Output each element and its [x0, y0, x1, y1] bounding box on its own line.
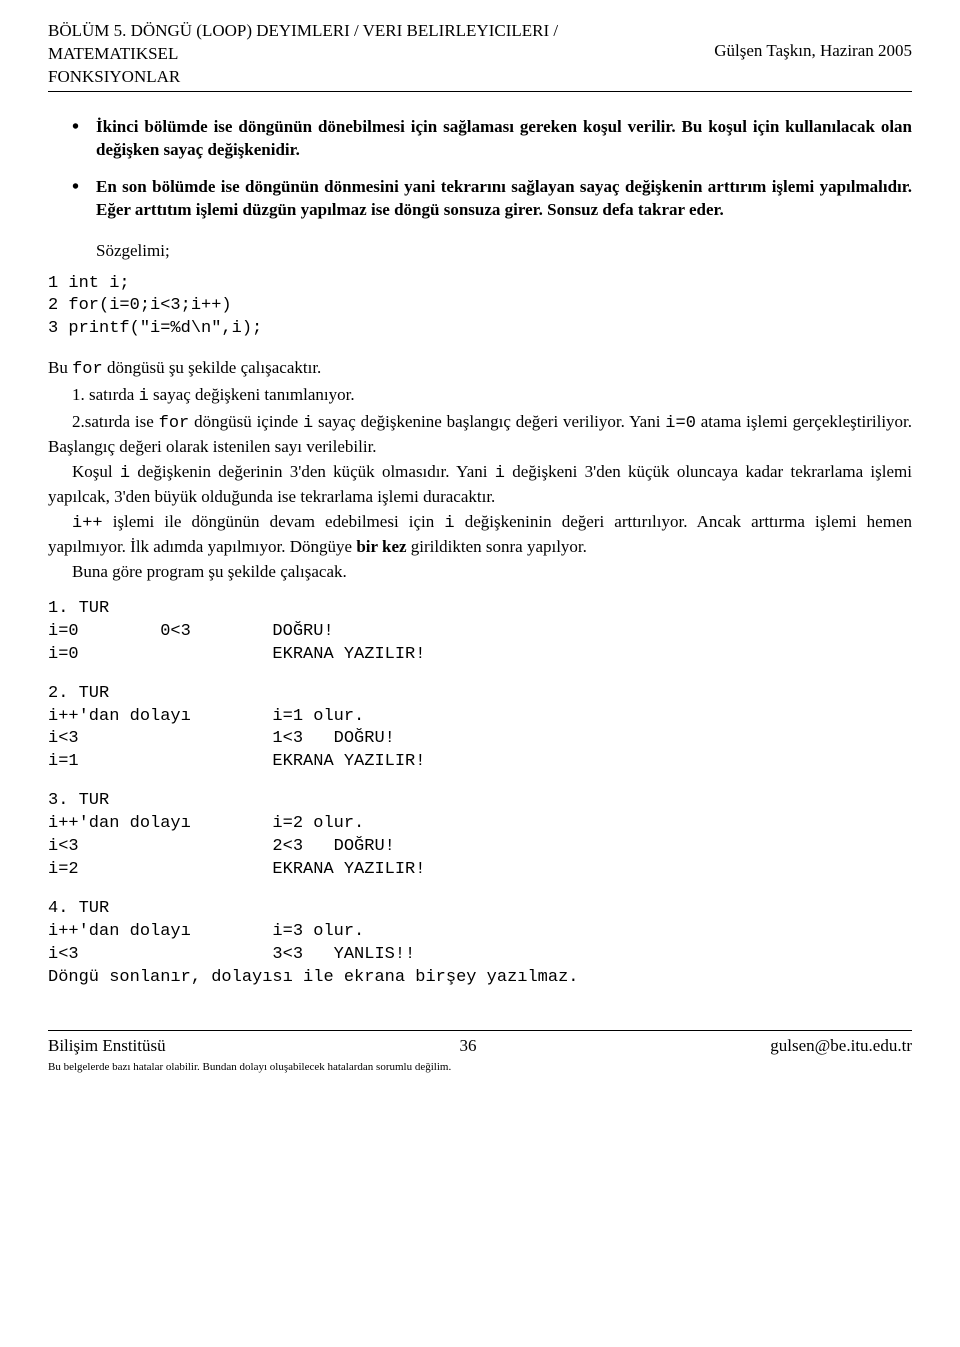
para-program: Buna göre program şu şekilde çalışacak.: [48, 561, 912, 584]
code-inline: i++: [72, 514, 103, 533]
text: Bu: [48, 358, 72, 377]
code-inline: i: [139, 387, 149, 406]
page-header: BÖLÜM 5. DÖNGÜ (LOOP) DEYIMLERI / VERI B…: [48, 20, 912, 92]
text: sayaç değişkenine başlangıç değeri veril…: [313, 412, 665, 431]
code-inline: for: [159, 414, 190, 433]
page-footer: Bilişim Enstitüsü 36 gulsen@be.itu.edu.t…: [48, 1030, 912, 1058]
text: değişkenin değerinin 3'den küçük olmasıd…: [130, 462, 495, 481]
footer-page-number: 36: [459, 1035, 476, 1058]
code-inline: i: [120, 464, 130, 483]
bullet-list: İkinci bölümde ise döngünün dönebilmesi …: [48, 116, 912, 222]
text: Koşul: [72, 462, 120, 481]
code-inline: i: [444, 514, 454, 533]
code-inline: i: [495, 464, 505, 483]
header-left: BÖLÜM 5. DÖNGÜ (LOOP) DEYIMLERI / VERI B…: [48, 20, 688, 89]
text: döngüsü şu şekilde çalışacaktır.: [103, 358, 322, 377]
para-kosul: Koşul i değişkenin değerinin 3'den küçük…: [48, 461, 912, 509]
code-inline: i=0: [665, 414, 696, 433]
para-for-works: Bu for döngüsü şu şekilde çalışacaktır.: [48, 357, 912, 382]
text: girildikten sonra yapılyor.: [407, 537, 587, 556]
footer-email: gulsen@be.itu.edu.tr: [770, 1035, 912, 1058]
bullet-item: İkinci bölümde ise döngünün dönebilmesi …: [96, 116, 912, 162]
text: 2.satırda ise: [72, 412, 159, 431]
bullet-item: En son bölümde ise döngünün dönmesini ya…: [96, 176, 912, 222]
code-inline: i: [303, 414, 313, 433]
bold-text: bir kez: [356, 537, 406, 556]
para-ipp: i++ işlemi ile döngünün devam edebilmesi…: [48, 511, 912, 559]
text: 1. satırda: [72, 385, 139, 404]
footer-left: Bilişim Enstitüsü: [48, 1035, 166, 1058]
tur-block-2: 2. TUR i++'dan dolayı i=1 olur. i<3 1<3 …: [48, 683, 912, 775]
tur-block-4: 4. TUR i++'dan dolayı i=3 olur. i<3 3<3 …: [48, 898, 912, 990]
header-right: Gülşen Taşkın, Haziran 2005: [714, 20, 912, 63]
text: döngüsü içinde: [189, 412, 303, 431]
header-title-line2: FONKSIYONLAR: [48, 66, 688, 89]
tur-block-1: 1. TUR i=0 0<3 DOĞRU! i=0 EKRANA YAZILIR…: [48, 598, 912, 667]
code-inline: for: [72, 360, 103, 379]
footer-note: Bu belgelerde bazı hatalar olabilir. Bun…: [48, 1060, 912, 1075]
text: işlemi ile döngünün devam edebilmesi içi…: [103, 512, 445, 531]
code-block-1: 1 int i; 2 for(i=0;i<3;i++) 3 printf("i=…: [48, 273, 912, 342]
sozgelimi-label: Sözgelimi;: [48, 240, 912, 263]
para-line1: 1. satırda i sayaç değişkeni tanımlanıyo…: [48, 384, 912, 409]
text: sayaç değişkeni tanımlanıyor.: [149, 385, 355, 404]
header-title-line1: BÖLÜM 5. DÖNGÜ (LOOP) DEYIMLERI / VERI B…: [48, 20, 688, 66]
tur-block-3: 3. TUR i++'dan dolayı i=2 olur. i<3 2<3 …: [48, 790, 912, 882]
para-line2: 2.satırda ise for döngüsü içinde i sayaç…: [48, 411, 912, 459]
